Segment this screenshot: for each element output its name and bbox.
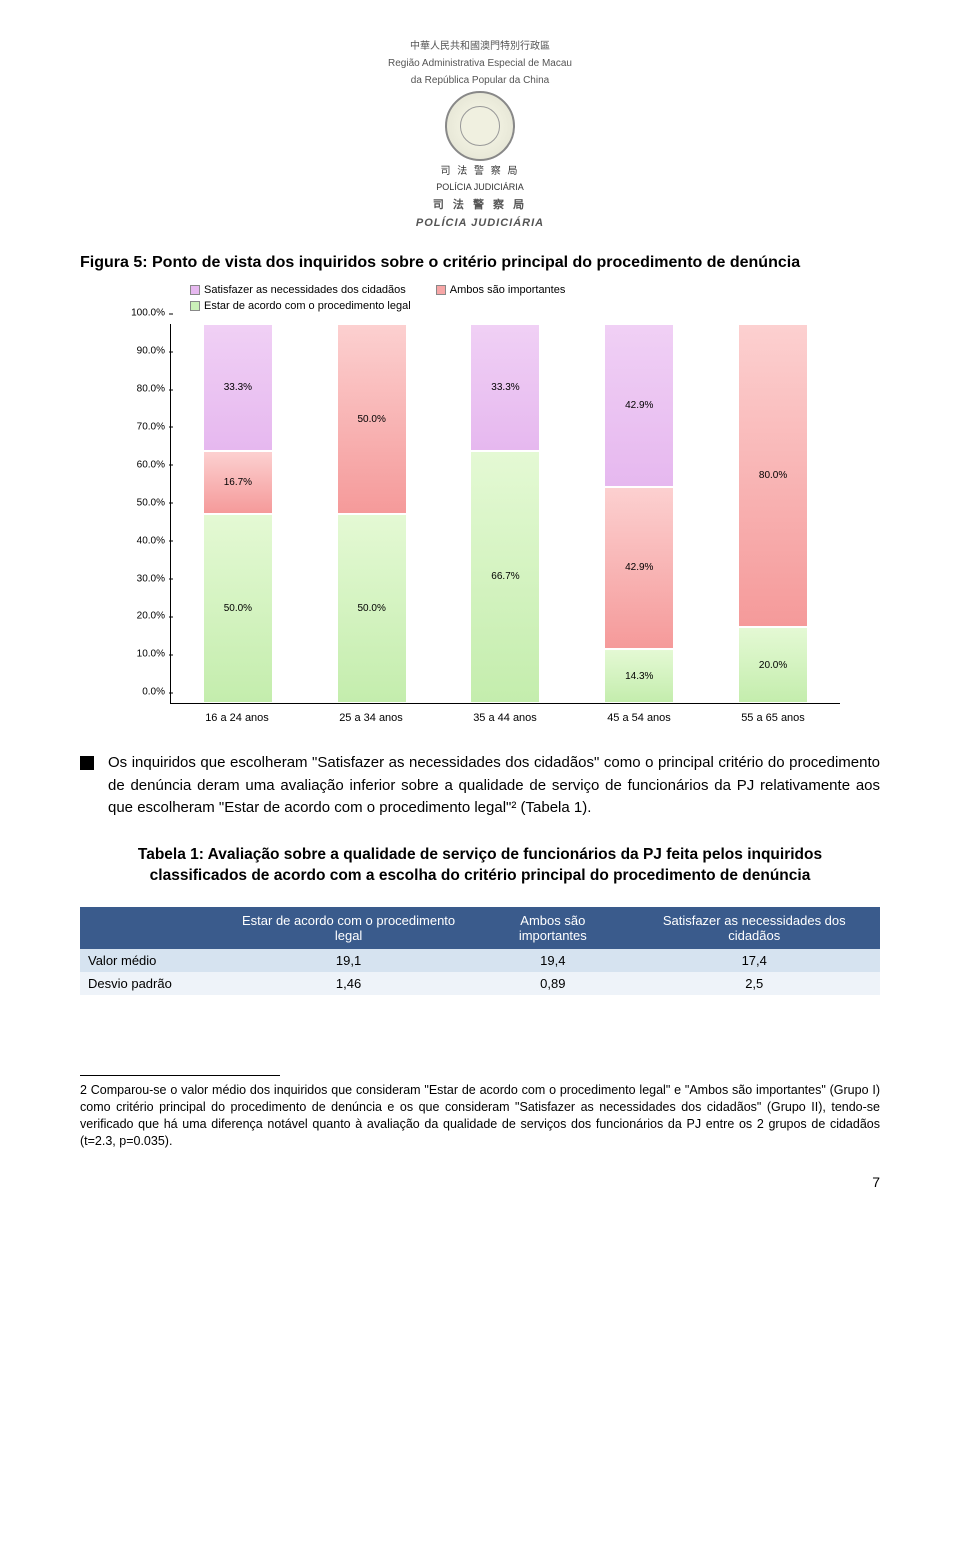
bullet-paragraph: Os inquiridos que escolheram "Satisfazer…	[80, 752, 880, 820]
bar: 14.3%42.9%42.9%	[604, 324, 674, 703]
bullet-square-icon	[80, 756, 94, 770]
bar: 20.0%80.0%	[738, 324, 808, 703]
bar-segment: 80.0%	[738, 324, 808, 627]
y-tick-label: 20.0%	[115, 611, 165, 622]
table-cell: 19,1	[220, 949, 477, 972]
bar-segment: 42.9%	[604, 324, 674, 486]
table-header-blank	[80, 907, 220, 949]
figure-title: Figura 5: Ponto de vista dos inquiridos …	[80, 254, 880, 272]
footnote-separator	[80, 1075, 280, 1076]
bar-segment: 50.0%	[337, 514, 407, 704]
table-header-1: Estar de acordo com o procedimento legal	[220, 907, 477, 949]
y-tick-label: 100.0%	[115, 308, 165, 319]
bar-segment: 14.3%	[604, 649, 674, 703]
legend-label-s2: Ambos são importantes	[450, 284, 566, 296]
y-tick-label: 0.0%	[115, 687, 165, 698]
page-number: 7	[80, 1174, 880, 1190]
table-row-label: Valor médio	[80, 949, 220, 972]
bar: 66.7%33.3%	[470, 324, 540, 703]
table-cell: 19,4	[477, 949, 628, 972]
bar-segment: 50.0%	[337, 324, 407, 514]
bullet-text: Os inquiridos que escolheram "Satisfazer…	[108, 752, 880, 820]
table-cell: 17,4	[628, 949, 880, 972]
y-tick-label: 50.0%	[115, 497, 165, 508]
stacked-bar-chart: 0.0%10.0%20.0%30.0%40.0%50.0%60.0%70.0%8…	[170, 324, 840, 704]
x-tick-label: 45 a 54 anos	[607, 712, 671, 724]
bar-segment: 66.7%	[470, 451, 540, 704]
bar: 50.0%16.7%33.3%	[203, 324, 273, 703]
legend-swatch-s1	[190, 285, 200, 295]
bar-segment: 42.9%	[604, 487, 674, 649]
table-title: Tabela 1: Avaliação sobre a qualidade de…	[120, 844, 840, 887]
bar-segment: 50.0%	[203, 514, 273, 704]
x-tick-label: 35 a 44 anos	[473, 712, 537, 724]
table-row: Desvio padrão 1,46 0,89 2,5	[80, 972, 880, 995]
y-tick-label: 80.0%	[115, 384, 165, 395]
table-header-row: Estar de acordo com o procedimento legal…	[80, 907, 880, 949]
table-cell: 1,46	[220, 972, 477, 995]
table-header-2: Ambos são importantes	[477, 907, 628, 949]
bar-segment: 16.7%	[203, 451, 273, 514]
legend-label-s1: Satisfazer as necessidades dos cidadãos	[204, 284, 406, 296]
y-tick-label: 90.0%	[115, 346, 165, 357]
dept-sub-cn: 司 法 警 察 局	[80, 165, 880, 178]
table-cell: 2,5	[628, 972, 880, 995]
y-tick-label: 60.0%	[115, 459, 165, 470]
bar-segment: 33.3%	[203, 324, 273, 450]
bar-segment: 33.3%	[470, 324, 540, 450]
dept-sub-small: POLÍCIA JUDICIÁRIA	[80, 182, 880, 194]
dept-main-cn: 司 法 警 察 局	[80, 198, 880, 212]
legend-item-s1: Satisfazer as necessidades dos cidadãos	[190, 284, 406, 296]
table-header-3: Satisfazer as necessidades dos cidadãos	[628, 907, 880, 949]
footnote-text: 2 Comparou-se o valor médio dos inquirid…	[80, 1082, 880, 1150]
legend-label-s3: Estar de acordo com o procedimento legal	[204, 300, 411, 312]
y-tick-label: 40.0%	[115, 535, 165, 546]
bar: 50.0%50.0%	[337, 324, 407, 703]
legend-swatch-s3	[190, 301, 200, 311]
legend-swatch-s2	[436, 285, 446, 295]
x-tick-label: 25 a 34 anos	[339, 712, 403, 724]
table-row: Valor médio 19,1 19,4 17,4	[80, 949, 880, 972]
table-row-label: Desvio padrão	[80, 972, 220, 995]
x-tick-label: 55 a 65 anos	[741, 712, 805, 724]
gov-header-line2: Região Administrativa Especial de Macau	[80, 57, 880, 70]
table-cell: 0,89	[477, 972, 628, 995]
x-tick-label: 16 a 24 anos	[205, 712, 269, 724]
bar-segment: 20.0%	[738, 627, 808, 703]
chart-x-labels: 16 a 24 anos 25 a 34 anos 35 a 44 anos 45 a…	[170, 712, 840, 724]
dept-main-pt: POLÍCIA JUDICIÁRIA	[80, 216, 880, 230]
legend-item-s3: Estar de acordo com o procedimento legal	[190, 300, 880, 312]
y-tick-label: 10.0%	[115, 649, 165, 660]
gov-header-line3: da República Popular da China	[80, 74, 880, 87]
gov-header-line1: 中華人民共和國澳門特別行政區	[80, 40, 880, 53]
data-table: Estar de acordo com o procedimento legal…	[80, 907, 880, 995]
macau-emblem-icon	[445, 91, 515, 161]
chart-legend: Satisfazer as necessidades dos cidadãos …	[190, 284, 880, 312]
y-tick-label: 30.0%	[115, 573, 165, 584]
legend-item-s2: Ambos são importantes	[436, 284, 566, 296]
y-tick-label: 70.0%	[115, 421, 165, 432]
